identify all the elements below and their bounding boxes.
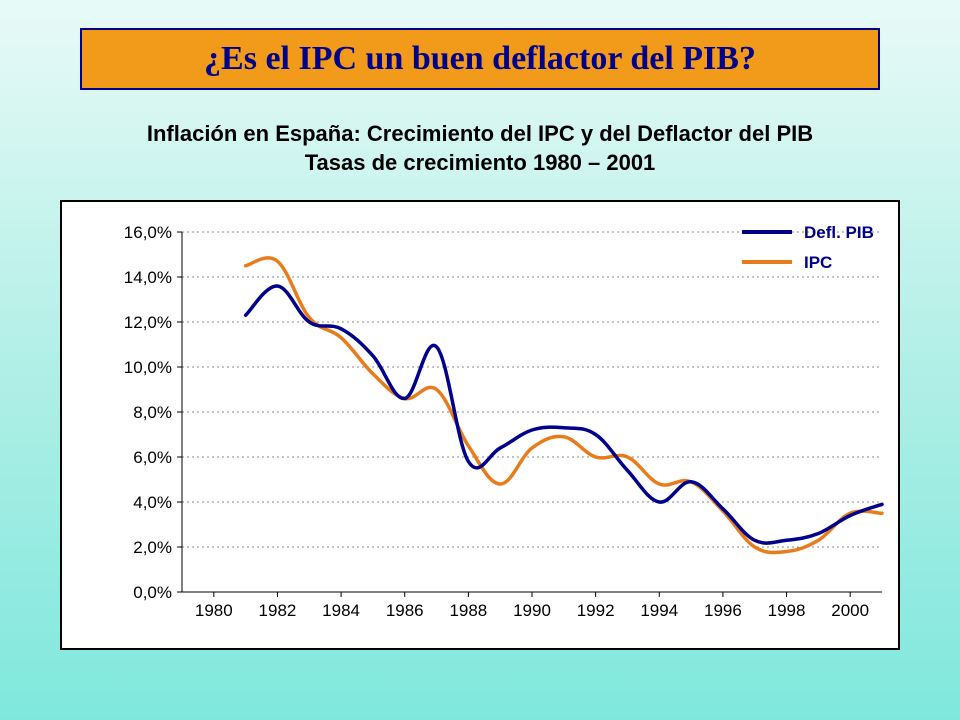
svg-text:1980: 1980 <box>195 601 233 620</box>
chart-container: 0,0% 2,0% 4,0% 6,0% 8,0% 10,0% 12,0% 14,0% 16,0%… <box>60 200 900 650</box>
subtitle-line-1: Inflación en España: Crecimiento del IPC… <box>60 120 900 149</box>
title-banner: ¿Es el IPC un buen deflactor del PIB? <box>80 28 880 90</box>
legend-label-ipc: IPC <box>804 253 832 272</box>
series-ipc <box>246 258 882 553</box>
svg-text:1996: 1996 <box>704 601 742 620</box>
series-defl_pib <box>246 286 882 543</box>
svg-text:10,0%: 10,0% <box>124 358 172 377</box>
svg-text:1998: 1998 <box>768 601 806 620</box>
svg-text:1984: 1984 <box>322 601 360 620</box>
svg-text:2000: 2000 <box>831 601 869 620</box>
svg-text:0,0%: 0,0% <box>133 583 172 602</box>
svg-text:1992: 1992 <box>577 601 615 620</box>
svg-text:1986: 1986 <box>386 601 424 620</box>
svg-text:6,0%: 6,0% <box>133 448 172 467</box>
svg-text:8,0%: 8,0% <box>133 403 172 422</box>
subtitle-line-2: Tasas de crecimiento 1980 – 2001 <box>60 149 900 178</box>
svg-text:1990: 1990 <box>513 601 551 620</box>
title-text: ¿Es el IPC un buen deflactor del PIB? <box>204 40 756 78</box>
chart-subtitle: Inflación en España: Crecimiento del IPC… <box>60 120 900 177</box>
legend-label-defl_pib: Defl. PIB <box>804 223 874 242</box>
svg-text:2,0%: 2,0% <box>133 538 172 557</box>
svg-text:1982: 1982 <box>259 601 297 620</box>
svg-text:1988: 1988 <box>449 601 487 620</box>
line-chart: 0,0% 2,0% 4,0% 6,0% 8,0% 10,0% 12,0% 14,0% 16,0%… <box>62 202 898 648</box>
svg-text:12,0%: 12,0% <box>124 313 172 332</box>
svg-text:4,0%: 4,0% <box>133 493 172 512</box>
svg-text:16,0%: 16,0% <box>124 223 172 242</box>
svg-text:14,0%: 14,0% <box>124 268 172 287</box>
svg-text:1994: 1994 <box>640 601 678 620</box>
